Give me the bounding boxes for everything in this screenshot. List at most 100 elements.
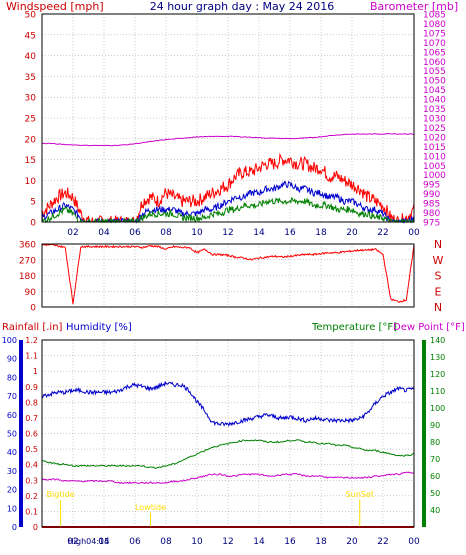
time-tick-label: 04 [98, 228, 110, 238]
graph-title: 24 hour graph day : May 24 2016 [150, 0, 335, 13]
humidity-tick-label: 90 [7, 355, 17, 364]
windspeed-tick-label: 30 [25, 94, 37, 104]
event-annotation-label: SunSet [346, 490, 374, 499]
time-tick-label: 16 [284, 228, 296, 238]
temperature-tick-label: 70 [430, 455, 440, 464]
time-tick-label: 00 [408, 228, 420, 238]
temperature-tick-label: 110 [430, 387, 445, 396]
humidity-label: Humidity [%] [66, 322, 132, 333]
windspeed-tick-label: 50 [25, 11, 37, 21]
time-tick-label: 18 [315, 228, 327, 238]
barometer-tick-label: 1070 [423, 39, 446, 49]
barometer-tick-label: 985 [423, 200, 440, 210]
wind-barometer-panel: 0510152025303540455097598098599099510001… [25, 11, 447, 239]
windspeed-tick-label: 45 [25, 31, 36, 41]
barometer-tick-label: 1020 [423, 133, 446, 143]
barometer-tick-label: 1030 [423, 115, 446, 125]
barometer-tick-label: 1035 [423, 105, 446, 115]
rainfall-tick-label: 0.6 [25, 430, 38, 439]
rainfall-tick-label: 0.7 [25, 414, 38, 423]
event-annotation-label: Bigtide [47, 490, 75, 499]
compass-label: N [434, 301, 442, 314]
temperature-tick-label: 60 [430, 472, 440, 481]
barometer-tick-label: 1075 [423, 29, 446, 39]
bottom-time-tick-label: 20 [346, 537, 358, 547]
time-tick-label: 12 [222, 228, 233, 238]
direction-tick-label: 90 [25, 288, 37, 298]
humidity-tick-label: 50 [7, 430, 17, 439]
barometer-tick-label: 1000 [423, 171, 446, 181]
barometer-series-line [41, 132, 415, 147]
humidity-tick-label: 0 [12, 523, 17, 532]
bottom-time-tick-label: 08 [160, 537, 172, 547]
windspeed-tick-label: 20 [25, 135, 37, 145]
compass-label: W [433, 254, 444, 267]
humidity-tick-label: 20 [7, 486, 17, 495]
low-series-line [41, 197, 415, 224]
time-tick-label: 08 [160, 228, 172, 238]
bottom-time-tick-label: 06 [129, 537, 141, 547]
temperature-tick-label: 90 [430, 421, 440, 430]
rainfall-tick-label: 1.2 [25, 336, 38, 345]
rainfall-tick-label: 0.5 [25, 445, 38, 454]
bottom-time-tick-label: 00 [408, 537, 420, 547]
humidity-tick-label: 30 [7, 467, 17, 476]
compass-label: E [435, 285, 442, 298]
dewpoint-series-line [41, 471, 414, 485]
bottom-time-tick-label: 04 [98, 537, 110, 547]
humidity-tick-label: 60 [7, 411, 17, 420]
barometer-tick-label: 1015 [423, 143, 446, 153]
rainfall-tick-label: 0.9 [25, 383, 38, 392]
windspeed-tick-label: 40 [25, 52, 37, 62]
barometer-tick-label: 1065 [423, 48, 446, 58]
windspeed-tick-label: 15 [25, 156, 36, 166]
humidity-temperature-panel: 0 0.1 0.2 0.3 0.4 0.5 0.6 0.7 0.8 0.9 1 1.1 1.2 0 10 20… [2, 336, 446, 532]
windspeed-tick-label: 0 [30, 219, 36, 229]
direction-tick-label: 270 [19, 256, 36, 266]
temperature-tick-label: 50 [430, 489, 440, 498]
barometer-tick-label: 1045 [423, 86, 446, 96]
windspeed-title: Windspeed [mph] [6, 0, 104, 13]
windspeed-tick-label: 25 [25, 115, 36, 125]
rainfall-tick-label: 0.8 [25, 398, 38, 407]
humidity-tick-label: 80 [7, 373, 17, 382]
windspeed-tick-label: 35 [25, 73, 36, 83]
bottom-time-tick-label: 22 [377, 537, 388, 547]
temperature-tick-label: 80 [430, 438, 440, 447]
rainfall-tick-label: 0.2 [25, 492, 38, 501]
bottom-time-axis: 02 04 06 08 10 12 14 16 18 20 22 00 High04:15 [67, 537, 420, 547]
time-tick-label: 06 [129, 228, 141, 238]
temperature-tick-label: 100 [430, 404, 445, 413]
barometer-tick-label: 1050 [423, 77, 446, 87]
direction-tick-label: 360 [19, 241, 36, 251]
rainfall-tick-label: 0.3 [25, 476, 38, 485]
time-tick-label: 20 [346, 228, 358, 238]
temperature-tick-label: 140 [430, 336, 445, 345]
bottom-time-tick-label: 10 [191, 537, 203, 547]
bottom-time-tick-label: 18 [315, 537, 327, 547]
barometer-tick-label: 1080 [423, 20, 446, 30]
time-tick-label: 14 [253, 228, 265, 238]
compass-label: S [435, 270, 442, 283]
barometer-tick-label: 1060 [423, 58, 446, 68]
bottom-time-tick-label: 02 [67, 537, 78, 547]
barometer-tick-label: 1055 [423, 67, 446, 77]
humidity-tick-label: 70 [7, 392, 17, 401]
barometer-tick-label: 980 [423, 209, 440, 219]
humidity-tick-label: 100 [2, 336, 17, 345]
time-tick-label: 22 [377, 228, 388, 238]
humidity-panel-frame [41, 339, 415, 528]
rainfall-label: Rainfall [.in] [2, 322, 63, 333]
windspeed-tick-label: 5 [30, 198, 36, 208]
rainfall-tick-label: 0.4 [25, 461, 38, 470]
temperature-tick-label: 120 [430, 370, 445, 379]
time-tick-label: 10 [191, 228, 203, 238]
temperature-series-line [41, 439, 415, 469]
barometer-title: Barometer [mb] [370, 0, 458, 13]
humidity-tick-label: 10 [7, 504, 17, 513]
bottom-time-tick-label: 12 [222, 537, 233, 547]
temperature-tick-label: 130 [430, 353, 445, 362]
rainfall-tick-label: 1 [33, 367, 38, 376]
